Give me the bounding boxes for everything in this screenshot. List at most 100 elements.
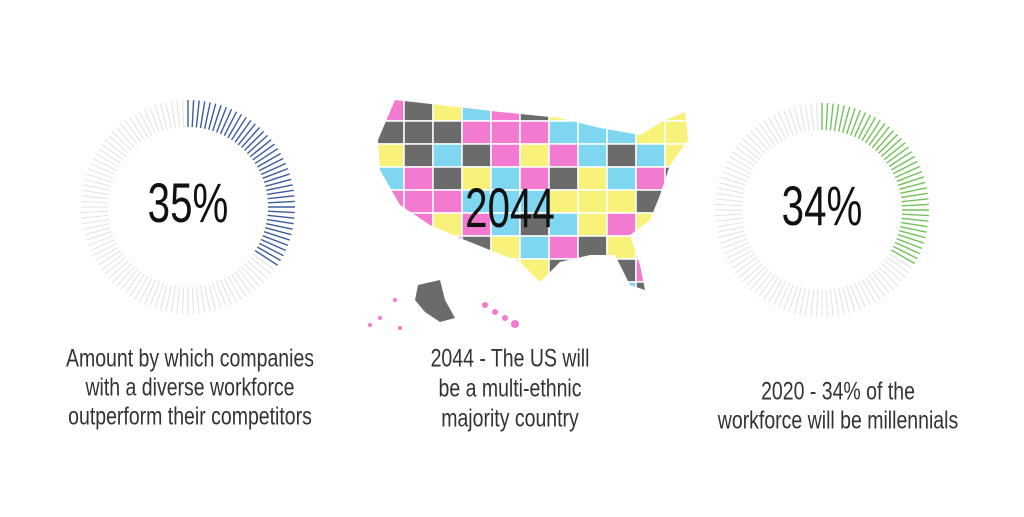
state [403, 166, 434, 191]
gauge-tick [154, 105, 164, 132]
gauge-tick [724, 166, 750, 178]
gauge-tick [83, 223, 110, 230]
gauge-tick [718, 181, 745, 190]
gauge-tick [788, 108, 798, 135]
gauge-tick [754, 126, 773, 149]
gauge-tick-filled [850, 109, 861, 136]
gauge-tick [854, 282, 866, 308]
state [635, 235, 666, 260]
gauge-tick [721, 171, 748, 182]
caption-line: workforce will be millennials [717, 406, 958, 434]
gauge-tick [111, 130, 132, 151]
state [490, 100, 521, 122]
gauge-tick-filled [203, 102, 211, 129]
caption-line-group: majority country [441, 404, 579, 432]
gauge-tick [729, 249, 753, 264]
gauge-tick-filled [897, 234, 924, 244]
gauge-tick [204, 285, 211, 312]
caption-line-group: be a multi-ethnic [439, 374, 582, 402]
state [519, 258, 550, 283]
state [461, 281, 492, 290]
gauge-tick [231, 273, 247, 298]
gauge-tick [159, 103, 168, 130]
state [490, 120, 521, 145]
state [635, 143, 666, 168]
stat-label: 34% [782, 175, 863, 237]
gauge-tick [799, 105, 806, 132]
gauge-tick-filled [212, 105, 222, 132]
state [432, 143, 463, 168]
gauge-tick [129, 273, 145, 298]
gauge-tick [208, 284, 217, 311]
gauge-tick [715, 213, 743, 217]
gauge-tick-filled [266, 222, 293, 230]
gauge-tick [745, 266, 766, 287]
hawaii [482, 302, 519, 328]
gauge-tick [717, 226, 744, 233]
gauge-tick [149, 106, 160, 133]
gauge-tick [249, 256, 272, 275]
gauge-tick [778, 282, 790, 308]
gauge-tick [810, 289, 815, 317]
gauge-tick-filled [892, 160, 918, 175]
state [635, 258, 666, 283]
gauge-tick [750, 130, 769, 151]
state [403, 143, 434, 168]
state [461, 143, 492, 168]
state [461, 235, 492, 260]
gauge-tick [170, 285, 176, 313]
caption-line: with a diverse workforce [85, 373, 295, 401]
state [461, 120, 492, 145]
state [490, 281, 521, 290]
gauge-tick [763, 276, 779, 301]
gauge-tick [731, 151, 756, 167]
state [378, 166, 405, 191]
gauge-tick [97, 250, 122, 266]
gauge-tick [758, 274, 776, 297]
gauge-tick-filled [265, 178, 292, 187]
state [548, 120, 579, 145]
state [378, 235, 405, 260]
state [432, 235, 463, 260]
gauge-tick [212, 282, 222, 309]
gauge-tick-filled [254, 249, 279, 266]
state [606, 120, 637, 145]
gauge-tick [252, 253, 275, 271]
gauge-tick [846, 285, 856, 312]
state [606, 100, 637, 122]
gauge-tick-filled [265, 227, 292, 236]
caption-line-group: workforce will be millennials [717, 406, 958, 434]
gauge-tick-filled [227, 113, 243, 139]
gauge-tick [86, 231, 113, 241]
caption-line-group: Amount by which companies [66, 344, 314, 372]
state [548, 281, 579, 290]
gauge-tick [144, 279, 156, 305]
gauge-tick-filled [237, 123, 256, 146]
state [461, 258, 492, 283]
state [403, 120, 434, 145]
state [606, 189, 637, 214]
gauge-tick [195, 286, 200, 314]
state [577, 143, 608, 168]
gauge-tick [754, 271, 773, 294]
stat-label-group: 2044 [465, 177, 555, 239]
state [606, 143, 637, 168]
gauge-tick-filled [258, 157, 284, 172]
state [635, 281, 666, 290]
gauge-tick-filled [880, 137, 902, 157]
gauge-tick-filled [260, 238, 287, 252]
gauge-tick-filled [262, 168, 289, 179]
gauge-tick [101, 253, 124, 271]
gauge-tick [735, 146, 758, 164]
gauge-tick-filled [878, 133, 899, 154]
state [577, 166, 608, 191]
gauge-tick [788, 285, 798, 312]
state [432, 189, 463, 214]
gauge-tick-filled [896, 238, 923, 249]
state [635, 212, 666, 237]
caption-line-group: outperform their competitors [68, 402, 312, 430]
state [432, 258, 463, 283]
gauge-tick-filled [267, 200, 295, 204]
